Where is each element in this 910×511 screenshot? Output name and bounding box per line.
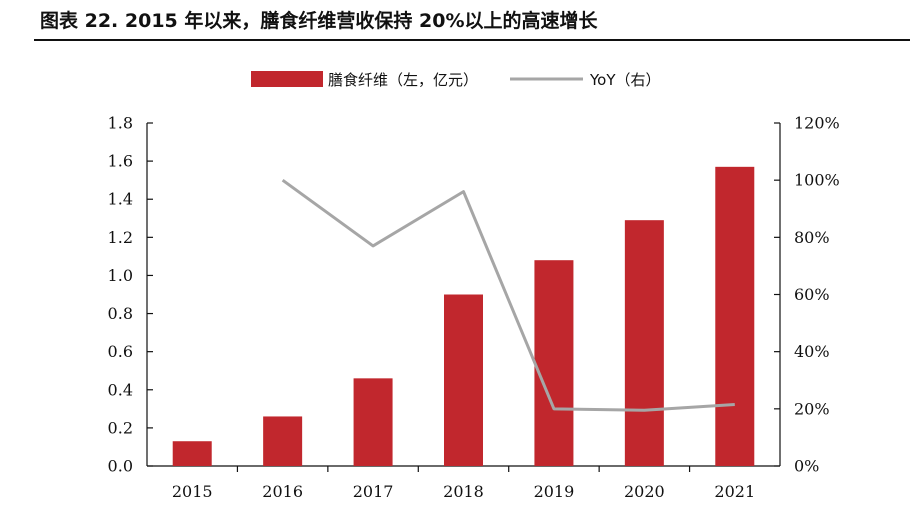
x-tick-label: 2021 xyxy=(714,482,755,501)
left-tick-label: 0.8 xyxy=(108,304,133,323)
right-tick-label: 100% xyxy=(794,171,840,190)
left-tick-label: 0.6 xyxy=(108,342,133,361)
legend: 膳食纤维（左，亿元） YoY（右） xyxy=(251,71,661,89)
x-tick-label: 2015 xyxy=(172,482,213,501)
left-tick-label: 1.8 xyxy=(108,114,133,133)
x-tick-label: 2018 xyxy=(443,482,484,501)
bar-series xyxy=(172,166,755,467)
left-tick-label: 1.2 xyxy=(108,228,133,247)
bar-2020 xyxy=(624,220,664,466)
bar-2015 xyxy=(172,441,212,466)
legend-bar-swatch xyxy=(251,71,323,87)
right-tick-label: 20% xyxy=(794,399,830,418)
legend-bar-label: 膳食纤维（左，亿元） xyxy=(328,71,478,89)
title-divider xyxy=(34,39,910,41)
bar-2016 xyxy=(263,416,303,466)
left-tick-label: 0.2 xyxy=(108,418,133,437)
left-tick-label: 1.6 xyxy=(108,152,133,171)
x-tick-label: 2016 xyxy=(262,482,303,501)
left-tick-label: 1.0 xyxy=(108,266,133,285)
legend-line-label: YoY（右） xyxy=(589,71,661,89)
right-tick-label: 80% xyxy=(794,228,830,247)
right-tick-label: 60% xyxy=(794,285,830,304)
x-tick-label: 2019 xyxy=(534,482,575,501)
x-tick-label: 2020 xyxy=(624,482,665,501)
left-tick-label: 0.4 xyxy=(108,380,133,399)
chart-title: 图表 22. 2015 年以来，膳食纤维营收保持 20%以上的高速增长 xyxy=(40,10,598,32)
bar-2019 xyxy=(534,260,574,466)
right-tick-label: 40% xyxy=(794,342,830,361)
bar-2017 xyxy=(353,378,393,466)
left-tick-label: 1.4 xyxy=(108,190,133,209)
tick-labels: 0.0 0.2 0.4 0.6 0.8 1.0 1.2 1.4 1.6 1.8 0% 20% 40% 60… xyxy=(108,114,840,502)
bar-2021 xyxy=(715,166,755,467)
right-tick-label: 120% xyxy=(794,114,840,133)
right-tick-label: 0% xyxy=(794,457,819,476)
left-tick-label: 0.0 xyxy=(108,457,133,476)
bar-2018 xyxy=(444,294,483,466)
yoy-line xyxy=(281,178,735,412)
x-tick-label: 2017 xyxy=(353,482,394,501)
line-series xyxy=(281,178,735,412)
